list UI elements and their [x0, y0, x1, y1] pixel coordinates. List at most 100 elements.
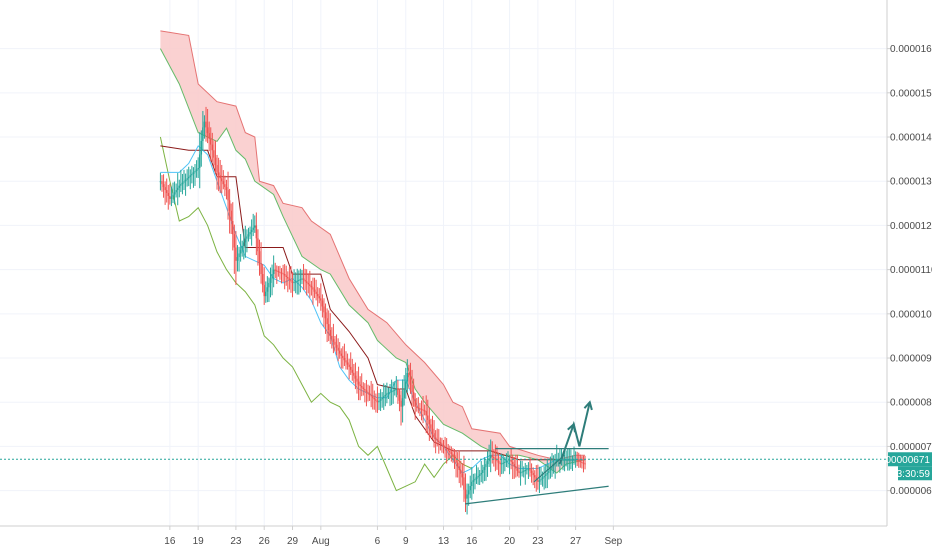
candle-body: [315, 291, 317, 294]
candle-body: [255, 225, 258, 239]
candle-body: [362, 387, 365, 389]
candle-body: [239, 249, 242, 254]
candle-body: [192, 172, 195, 174]
candle-body: [370, 394, 372, 397]
candle-body: [574, 459, 577, 461]
candle-body: [309, 284, 311, 286]
candle-body: [559, 459, 561, 461]
candle-body: [252, 227, 254, 230]
candle-body: [230, 210, 232, 222]
candle-body: [373, 397, 376, 400]
candle-body: [378, 400, 380, 403]
candle-body: [368, 393, 371, 395]
candle-body: [582, 462, 585, 464]
candle-body: [496, 459, 498, 462]
candle-body: [217, 172, 220, 176]
candle-body: [294, 281, 297, 283]
time-tick-label: 27: [570, 536, 582, 547]
candle-body: [287, 276, 289, 279]
candle-body: [173, 192, 176, 195]
time-tick-label: 20: [504, 536, 516, 547]
candle-body: [409, 377, 412, 385]
drawings[interactable]: [0, 400, 887, 505]
candle-body: [365, 390, 368, 392]
candle-body: [549, 468, 552, 471]
candle-body: [235, 247, 237, 261]
candle-body: [298, 279, 300, 281]
candle-body: [447, 449, 449, 451]
candle-body: [296, 280, 298, 282]
candle-body: [305, 281, 308, 283]
candle-body: [458, 466, 460, 471]
candle-body: [411, 384, 413, 392]
candle-body: [444, 446, 446, 448]
candle-body: [247, 234, 250, 237]
candle-body: [219, 175, 221, 179]
candle-body: [271, 274, 273, 279]
candle-body: [263, 285, 265, 297]
candle-body: [530, 470, 533, 473]
candle-body: [441, 443, 443, 445]
price-tick-label: 0.00000800: [890, 398, 932, 409]
candle-body: [436, 439, 438, 441]
candle-body: [499, 462, 501, 465]
price-axis[interactable]: 0.00001600 0.00001500 0.00001400 0.00001300…: [887, 44, 932, 497]
candle-body: [359, 384, 361, 387]
candle-body: [526, 469, 528, 471]
candle-body: [291, 281, 294, 283]
candle-body: [331, 335, 333, 339]
candle-body: [250, 229, 253, 233]
candle-body: [334, 341, 336, 345]
candle-body: [524, 470, 527, 472]
candle-body: [389, 391, 391, 393]
candle-body: [464, 489, 467, 499]
candle-body: [466, 494, 468, 499]
candle-body: [381, 397, 383, 400]
candle-body: [551, 466, 553, 469]
candle-body: [198, 154, 201, 168]
candle-body: [356, 378, 358, 382]
candle-body: [209, 138, 212, 145]
price-tick-label: 0.00001300: [890, 177, 932, 188]
projection-path: [558, 401, 591, 465]
time-tick-label: 16: [466, 536, 478, 547]
time-tick-label: Sep: [604, 536, 622, 547]
candle-body: [376, 400, 379, 403]
candle-body: [494, 458, 497, 460]
candle-body: [261, 274, 264, 286]
candle-body: [312, 287, 314, 290]
price-tick-label: 0.00001400: [890, 133, 932, 144]
candle-body: [571, 459, 574, 461]
candle-body: [197, 167, 199, 170]
candle-body: [456, 462, 459, 467]
candle-body: [202, 127, 204, 141]
candle-body: [236, 257, 239, 261]
candles: [159, 106, 586, 515]
candle-body: [543, 475, 545, 478]
candle-body: [224, 184, 226, 188]
candle-body: [467, 490, 470, 495]
candle-body: [268, 282, 270, 288]
candle-body: [367, 391, 369, 394]
candle-body: [195, 169, 198, 171]
candle-body: [320, 298, 322, 301]
candle-body: [329, 330, 332, 336]
candle-body: [491, 455, 494, 457]
candle-body: [562, 459, 564, 461]
price-tick-label: 0.00000600: [890, 486, 932, 497]
candle-body: [265, 291, 267, 297]
candle-body: [581, 461, 583, 463]
candle-body: [393, 389, 396, 391]
candle-body: [455, 458, 457, 463]
candle-body: [357, 381, 360, 385]
candle-body: [276, 270, 278, 272]
candle-body: [249, 232, 251, 235]
candle-body: [538, 480, 541, 482]
candle-body: [474, 478, 476, 481]
candle-body: [172, 194, 174, 197]
candle-body: [302, 278, 305, 280]
price-tick-label: 0.00001000: [890, 309, 932, 320]
time-axis[interactable]: 16 19 23 26 29 Aug 6 9 13 16 20 23 27 Sep: [164, 526, 623, 547]
candle-body: [169, 195, 171, 199]
